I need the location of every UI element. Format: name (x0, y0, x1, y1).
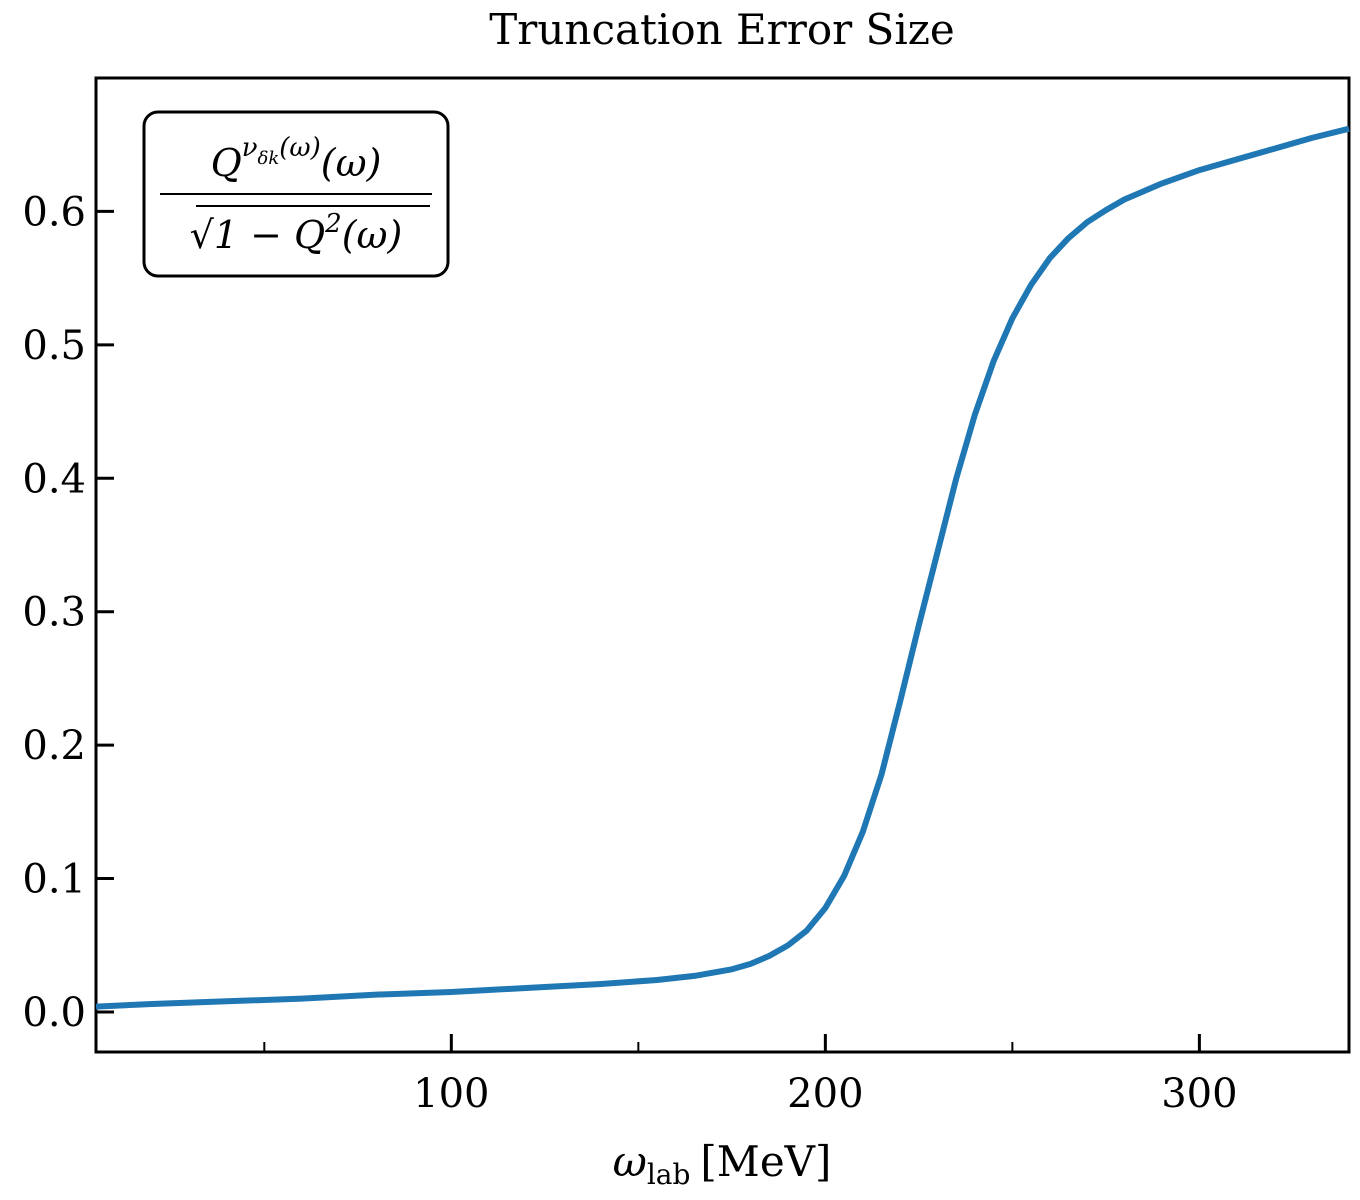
x-tick-label: 100 (413, 1071, 489, 1117)
y-tick-label: 0.2 (22, 723, 86, 769)
plot-frame (94, 76, 1351, 1054)
y-axis-ticks: 0.0 0.1 0.2 0.3 0.4 0.5 0.6 (22, 189, 114, 1036)
x-tick-label: 300 (1161, 1071, 1237, 1117)
chart-title: Truncation Error Size (489, 5, 954, 54)
y-tick-label: 0.6 (22, 189, 86, 235)
y-tick-label: 0.4 (22, 456, 86, 502)
y-tick-label: 0.5 (22, 323, 86, 369)
annotation-numerator: Qνδk(ω)(ω) (211, 133, 382, 185)
x-axis-label: ωlab [MeV] (613, 1137, 832, 1191)
y-tick-label: 0.1 (22, 857, 86, 903)
formula-annotation: Qνδk(ω)(ω) √1 − Q2(ω) (142, 110, 450, 278)
x-tick-label: 200 (787, 1071, 863, 1117)
x-axis-ticks: 100 200 300 (263, 1034, 1238, 1117)
y-tick-label: 0.0 (22, 990, 86, 1036)
series-line (95, 125, 1350, 1010)
y-tick-label: 0.3 (22, 590, 86, 636)
series-layer (95, 125, 1350, 1010)
annotation-denominator: √1 − Q2(ω) (190, 209, 403, 257)
